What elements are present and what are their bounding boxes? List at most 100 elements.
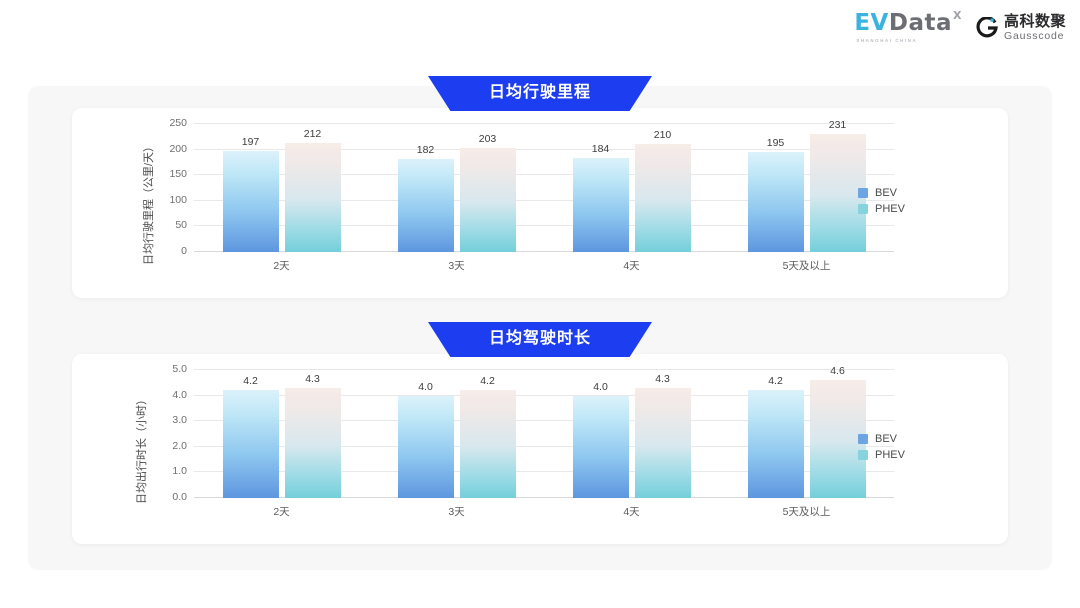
bar-phev[interactable]: 4.3: [284, 370, 341, 498]
chart-duration-x-axis-labels: 2天 3天 4天 5天及以上: [194, 504, 894, 519]
bar-fill: [459, 390, 516, 498]
gausscode-logo: 高科数聚 Gausscode: [976, 14, 1066, 42]
evdata-logo-tagline: SHANGHAI CHINA: [856, 38, 918, 43]
x-axis-tick-label: 2天: [273, 260, 290, 272]
bar-bev[interactable]: 4.0: [572, 370, 629, 498]
bar-group: 4.0 4.2: [369, 370, 544, 498]
bar-fill: [572, 395, 629, 498]
legend-item-phev[interactable]: PHEV: [858, 449, 905, 461]
y-axis-tick-label: 50: [175, 219, 187, 232]
bar-groups: 4.2 4.3 4.0 4.2 4.0 4.3 4.2 4.6: [194, 365, 894, 498]
chart-mileage-legend: BEV PHEV: [858, 187, 905, 219]
bar-fill: [572, 157, 629, 252]
bar-bev[interactable]: 4.2: [222, 370, 279, 498]
gausscode-name-en: Gausscode: [1003, 29, 1065, 42]
bar-phev[interactable]: 203: [459, 124, 516, 252]
bar-group: 4.2 4.3: [194, 370, 369, 498]
bar-value-label: 4.3: [305, 372, 320, 385]
bar-fill: [397, 395, 454, 498]
bar-phev[interactable]: 4.3: [634, 370, 691, 498]
bar-fill: [747, 152, 804, 252]
gridline: 150: [169, 168, 894, 180]
bar-fill: [634, 387, 691, 498]
bar-value-label: 195: [766, 137, 785, 150]
bar-fill: [222, 151, 279, 252]
logo-group: EV Data X SHANGHAI CHINA 高科数聚 Gausscode: [854, 10, 1066, 43]
x-axis-tick-label: 3天: [448, 506, 465, 518]
bar-fill: [809, 380, 866, 498]
chart-title-duration: 日均驾驶时长: [488, 330, 591, 347]
bar-fill: [634, 144, 691, 252]
bar-value-label: 4.2: [243, 375, 258, 388]
chart-duration: 日均出行时长（小时） 0.0 1.0 2.0 3.0 4.0 5.0 4.2 4.3 4.0 4.…: [72, 354, 1008, 544]
y-axis-tick-label: 2.0: [172, 439, 187, 452]
gridline: 100: [169, 194, 894, 206]
legend-label: PHEV: [875, 449, 905, 461]
bar-groups: 197 212 182 203 184 210 195 231: [194, 119, 894, 252]
bar-value-label: 212: [303, 128, 322, 141]
bar-fill: [459, 148, 516, 252]
page-header: EV Data X SHANGHAI CHINA 高科数聚 Gausscode: [0, 0, 1080, 62]
bar-phev[interactable]: 212: [284, 124, 341, 252]
bar-bev[interactable]: 195: [747, 124, 804, 252]
legend-label: PHEV: [875, 203, 905, 215]
x-axis-tick-label: 4天: [623, 260, 640, 272]
legend-item-phev[interactable]: PHEV: [858, 203, 905, 215]
y-axis-tick-label: 100: [169, 193, 187, 206]
axis-baseline: [194, 251, 894, 252]
bar-group: 182 203: [369, 124, 544, 252]
legend-swatch-icon: [858, 188, 868, 198]
bar-phev[interactable]: 231: [809, 119, 866, 252]
legend-item-bev[interactable]: BEV: [858, 433, 905, 445]
x-axis-tick-label: 5天及以上: [782, 506, 831, 518]
gausscode-text: 高科数聚 Gausscode: [1004, 14, 1066, 42]
y-axis-tick-label: 0.0: [172, 491, 187, 503]
chart-duration-y-axis-title: 日均出行时长（小时）: [136, 394, 148, 504]
bar-bev[interactable]: 182: [397, 124, 454, 252]
bar-fill: [809, 133, 866, 252]
content-panel: 日均行驶里程（公里/天） 0 50 100 150 200 250 197 212 182 203…: [28, 86, 1052, 570]
chart-title-banner-duration: 日均驾驶时长: [428, 322, 652, 357]
y-axis-tick-label: 250: [169, 117, 187, 129]
bar-group: 184 210: [544, 124, 719, 252]
bar-bev[interactable]: 184: [572, 124, 629, 252]
y-axis-tick-label: 150: [169, 168, 187, 181]
gridline: 2.0: [172, 440, 894, 452]
bar-group: 4.0 4.3: [544, 370, 719, 498]
bar-value-label: 4.0: [418, 380, 433, 393]
y-axis-tick-label: 1.0: [172, 465, 187, 478]
bar-value-label: 4.2: [480, 375, 495, 388]
bar-value-label: 197: [241, 136, 260, 149]
bar-fill: [284, 143, 341, 252]
x-axis-tick-label: 5天及以上: [782, 260, 831, 272]
bar-value-label: 182: [416, 143, 435, 156]
bar-value-label: 203: [478, 133, 497, 146]
evdata-logo: EV Data X SHANGHAI CHINA: [854, 10, 962, 43]
gridline: 200: [169, 143, 894, 155]
bar-group: 4.2 4.6: [719, 365, 894, 498]
bar-value-label: 231: [828, 118, 847, 131]
legend-item-bev[interactable]: BEV: [858, 187, 905, 199]
bar-fill: [284, 387, 341, 498]
chart-card-duration: 日均出行时长（小时） 0.0 1.0 2.0 3.0 4.0 5.0 4.2 4.3 4.0 4.…: [72, 354, 1008, 544]
y-axis-tick-label: 4.0: [172, 388, 187, 401]
axis-baseline: [194, 497, 894, 498]
bar-fill: [747, 390, 804, 498]
bar-value-label: 4.0: [593, 380, 608, 393]
gridline: 1.0: [172, 465, 894, 477]
bar-bev[interactable]: 4.0: [397, 370, 454, 498]
chart-duration-legend: BEV PHEV: [858, 433, 905, 465]
gridline: 50: [175, 219, 894, 231]
x-axis-tick-label: 2天: [273, 506, 290, 518]
bar-bev[interactable]: 4.2: [747, 370, 804, 498]
gausscode-name-cn: 高科数聚: [1003, 12, 1066, 30]
chart-title-banner-mileage: 日均行驶里程: [428, 76, 652, 111]
bar-phev[interactable]: 4.2: [459, 370, 516, 498]
chart-card-mileage: 日均行驶里程（公里/天） 0 50 100 150 200 250 197 212 182 203…: [72, 108, 1008, 298]
y-axis-tick-label: 5.0: [172, 363, 187, 375]
gridline: 3.0: [172, 414, 894, 426]
bar-phev[interactable]: 210: [634, 124, 691, 252]
bar-phev[interactable]: 4.6: [809, 365, 866, 498]
bar-bev[interactable]: 197: [222, 124, 279, 252]
chart-mileage-x-axis-labels: 2天 3天 4天 5天及以上: [194, 258, 894, 273]
